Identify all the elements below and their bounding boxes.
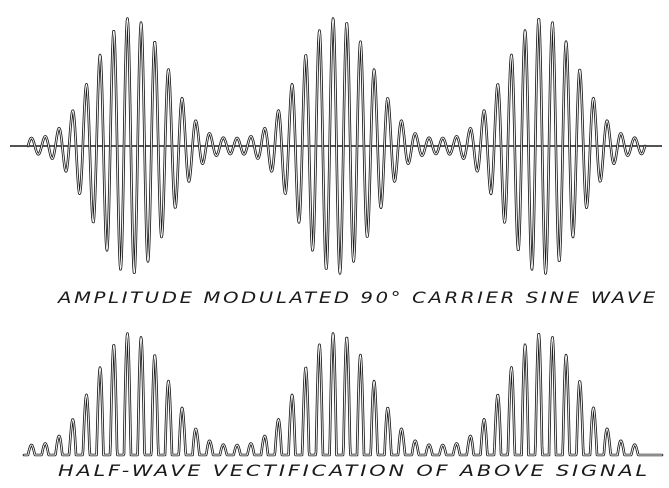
rectified-caption: HALF-WAVE VECTIFICATION OF ABOVE SIGNAL [58, 461, 650, 480]
am-waveform-panel [10, 17, 662, 275]
am-carrier-wave-highlight [27, 18, 646, 274]
rectified-wave [22, 332, 664, 457]
rectified-wave-highlight [23, 333, 663, 456]
am-caption: AMPLITUDE MODULATED 90° CARRIER SINE WAV… [57, 288, 658, 307]
rectified-waveform-panel [22, 332, 664, 457]
